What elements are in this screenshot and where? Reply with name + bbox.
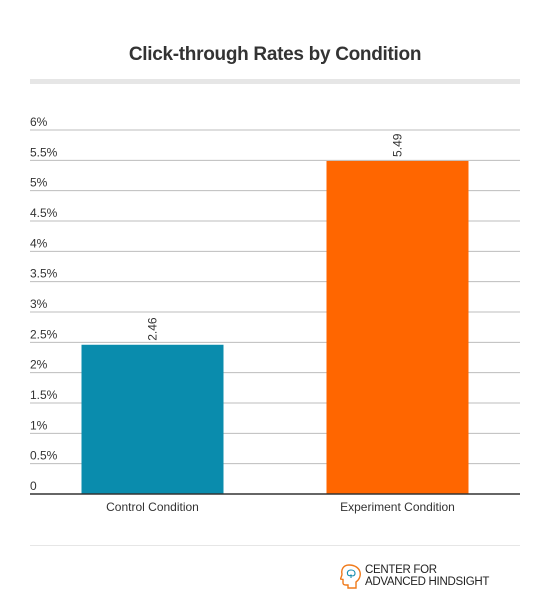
y-tick-label: 1.5% bbox=[30, 388, 58, 402]
data-label: 2.46 bbox=[146, 317, 160, 341]
bar-chart: 0 0.5% 1% 1.5% 2% 2.5% 3% 3.5% 4% 4.5% 5% 5.5% 6% 2.4… bbox=[30, 115, 520, 514]
logo-line-2: ADVANCED HINDSIGHT bbox=[365, 576, 490, 588]
footer-divider bbox=[30, 545, 520, 546]
bar bbox=[81, 344, 224, 494]
title-divider bbox=[30, 79, 520, 84]
y-tick-label: 6% bbox=[30, 115, 48, 129]
y-tick-label: 2.5% bbox=[30, 327, 58, 341]
head-silhouette-icon bbox=[340, 564, 361, 589]
y-tick-label: 5% bbox=[30, 176, 48, 190]
y-tick-label: 3.5% bbox=[30, 267, 58, 281]
chart-title: Click-through Rates by Condition bbox=[128, 44, 422, 65]
data-label: 5.49 bbox=[391, 133, 405, 157]
y-tick-label: 0.5% bbox=[30, 449, 58, 463]
y-tick-label: 4.5% bbox=[30, 206, 58, 220]
bar bbox=[326, 160, 469, 494]
y-tick-label: 4% bbox=[30, 236, 48, 250]
logo: CENTER FOR ADVANCED HINDSIGHT bbox=[340, 563, 489, 589]
y-tick-label: 1% bbox=[30, 418, 48, 432]
y-tick-label: 0 bbox=[30, 479, 37, 493]
logo-line-1: CENTER FOR bbox=[365, 564, 437, 576]
x-tick-label: Control Condition bbox=[106, 500, 199, 514]
y-tick-label: 5.5% bbox=[30, 145, 58, 159]
x-tick-label: Experiment Condition bbox=[340, 500, 455, 514]
y-tick-label: 3% bbox=[30, 297, 48, 311]
y-tick-label: 2% bbox=[30, 358, 48, 372]
